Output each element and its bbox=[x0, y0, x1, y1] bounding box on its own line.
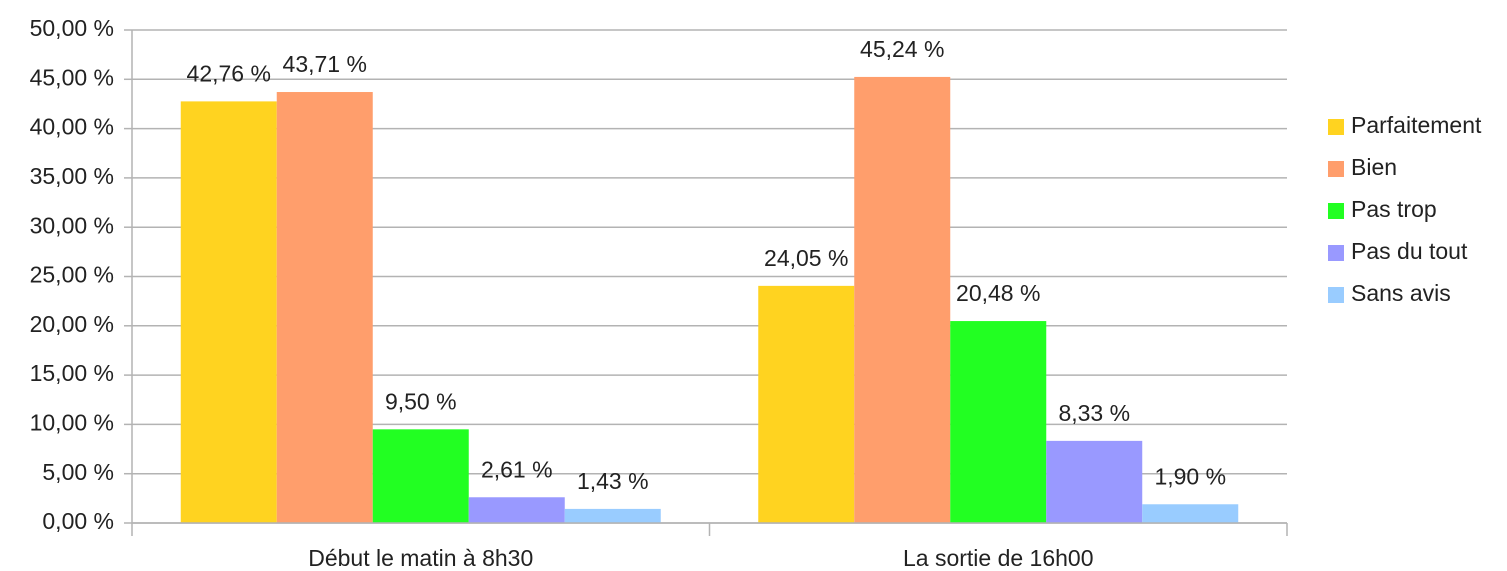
legend-label: Bien bbox=[1351, 154, 1397, 180]
value-label: 1,43 % bbox=[577, 468, 649, 494]
bar bbox=[1142, 504, 1239, 523]
bar bbox=[468, 497, 565, 523]
y-tick-label: 15,00 % bbox=[30, 360, 114, 386]
value-label: 9,50 % bbox=[385, 388, 457, 414]
value-label: 42,76 % bbox=[187, 60, 271, 86]
x-tick-label: La sortie de 16h00 bbox=[903, 545, 1094, 571]
legend-label: Parfaitement bbox=[1351, 112, 1482, 138]
y-tick-label: 45,00 % bbox=[30, 64, 114, 90]
value-label: 43,71 % bbox=[283, 51, 367, 77]
bar bbox=[372, 429, 469, 523]
y-tick-label: 50,00 % bbox=[30, 15, 114, 41]
y-tick-label: 25,00 % bbox=[30, 262, 114, 288]
y-tick-label: 5,00 % bbox=[42, 459, 114, 485]
legend-swatch bbox=[1328, 245, 1344, 261]
value-label: 1,90 % bbox=[1154, 463, 1226, 489]
y-tick-label: 20,00 % bbox=[30, 311, 114, 337]
legend-label: Sans avis bbox=[1351, 280, 1451, 306]
y-tick-label: 0,00 % bbox=[42, 508, 114, 534]
x-tick-label: Début le matin à 8h30 bbox=[308, 545, 533, 571]
bar bbox=[276, 92, 373, 523]
legend-label: Pas trop bbox=[1351, 196, 1437, 222]
legend-swatch bbox=[1328, 119, 1344, 135]
bar bbox=[180, 101, 277, 523]
value-label: 24,05 % bbox=[764, 245, 848, 271]
bar bbox=[1046, 440, 1143, 523]
y-tick-label: 10,00 % bbox=[30, 409, 114, 435]
value-label: 20,48 % bbox=[956, 280, 1040, 306]
bar bbox=[854, 76, 951, 524]
y-tick-label: 30,00 % bbox=[30, 212, 114, 238]
legend-label: Pas du tout bbox=[1351, 238, 1468, 264]
value-label: 8,33 % bbox=[1058, 400, 1130, 426]
bar bbox=[758, 285, 855, 523]
legend-swatch bbox=[1328, 287, 1344, 303]
bar bbox=[564, 508, 661, 523]
value-label: 45,24 % bbox=[860, 36, 944, 62]
legend-swatch bbox=[1328, 161, 1344, 177]
y-tick-label: 40,00 % bbox=[30, 114, 114, 140]
legend-swatch bbox=[1328, 203, 1344, 219]
bar bbox=[950, 321, 1047, 523]
value-label: 2,61 % bbox=[481, 456, 553, 482]
y-tick-label: 35,00 % bbox=[30, 163, 114, 189]
